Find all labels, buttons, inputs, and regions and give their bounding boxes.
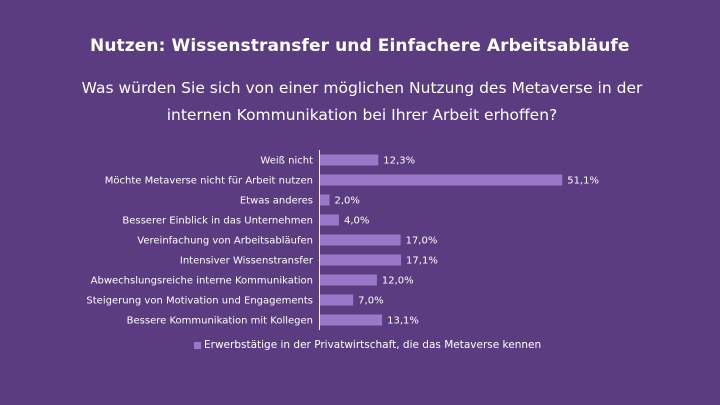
bar — [320, 314, 383, 326]
category-label: Möchte Metaverse nicht für Arbeit nutzen — [105, 176, 313, 187]
bar — [320, 214, 339, 226]
chart-subtitle-line-2: internen Kommunikation bei Ihrer Arbeit … — [166, 106, 558, 124]
category-label: Besserer Einblick in das Unternehmen — [122, 216, 313, 227]
data-label: 13,1% — [387, 316, 419, 327]
bar — [320, 234, 401, 246]
bar — [320, 174, 563, 186]
data-label: 4,0% — [344, 216, 369, 227]
data-label: 12,3% — [383, 156, 415, 167]
category-label: Bessere Kommunikation mit Kollegen — [127, 316, 313, 327]
category-label: Steigerung von Motivation und Engagement… — [86, 296, 313, 307]
data-label: 17,1% — [406, 256, 438, 267]
category-label: Abwechslungsreiche interne Kommunikation — [91, 276, 313, 287]
data-label: 12,0% — [382, 276, 414, 287]
bar — [320, 294, 354, 306]
category-label: Etwas anderes — [240, 196, 313, 207]
data-label: 7,0% — [358, 296, 383, 307]
bar — [320, 154, 379, 166]
bar — [320, 274, 377, 286]
data-label: 51,1% — [567, 176, 599, 187]
legend: Erwerbstätige in der Privatwirtschaft, d… — [194, 339, 541, 351]
category-label: Weiß nicht — [260, 156, 313, 167]
chart-title: Nutzen: Wissenstransfer und Einfachere A… — [90, 36, 630, 56]
category-label: Intensiver Wissenstransfer — [180, 256, 314, 267]
data-label: 17,0% — [406, 236, 438, 247]
category-label: Vereinfachung von Arbeitsabläufen — [137, 236, 313, 247]
bar — [320, 254, 402, 266]
chart-subtitle-line-1: Was würden Sie sich von einer möglichen … — [81, 79, 643, 97]
legend-swatch — [194, 341, 201, 349]
bar — [320, 194, 330, 206]
data-label: 2,0% — [334, 196, 359, 207]
legend-label: Erwerbstätige in der Privatwirtschaft, d… — [204, 339, 542, 351]
